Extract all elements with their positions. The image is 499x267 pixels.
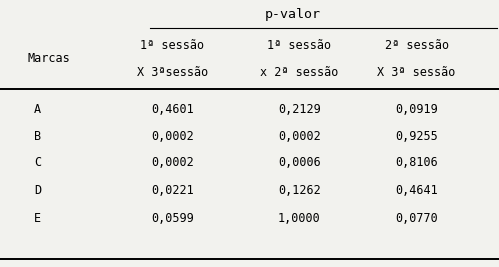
- Text: 0,0002: 0,0002: [278, 130, 321, 143]
- Text: 2ª sessão: 2ª sessão: [385, 39, 449, 52]
- Text: p-valor: p-valor: [265, 8, 321, 21]
- Text: 0,0221: 0,0221: [151, 184, 194, 197]
- Text: E: E: [34, 213, 41, 225]
- Text: Marcas: Marcas: [27, 52, 70, 65]
- Text: 0,0006: 0,0006: [278, 156, 321, 169]
- Text: 0,0002: 0,0002: [151, 156, 194, 169]
- Text: 0,4601: 0,4601: [151, 103, 194, 116]
- Text: 0,0919: 0,0919: [395, 103, 438, 116]
- Text: 0,0599: 0,0599: [151, 213, 194, 225]
- Text: x 2ª sessão: x 2ª sessão: [260, 66, 339, 78]
- Text: D: D: [34, 184, 41, 197]
- Text: 0,1262: 0,1262: [278, 184, 321, 197]
- Text: 0,8106: 0,8106: [395, 156, 438, 169]
- Text: 0,0002: 0,0002: [151, 130, 194, 143]
- Text: X 3ª sessão: X 3ª sessão: [377, 66, 456, 78]
- Text: 1,0000: 1,0000: [278, 213, 321, 225]
- Text: C: C: [34, 156, 41, 169]
- Text: B: B: [34, 130, 41, 143]
- Text: 0,4641: 0,4641: [395, 184, 438, 197]
- Text: 0,9255: 0,9255: [395, 130, 438, 143]
- Text: 1ª sessão: 1ª sessão: [267, 39, 331, 52]
- Text: A: A: [34, 103, 41, 116]
- Text: 0,0770: 0,0770: [395, 213, 438, 225]
- Text: X 3ªsessão: X 3ªsessão: [137, 66, 208, 78]
- Text: 0,2129: 0,2129: [278, 103, 321, 116]
- Text: 1ª sessão: 1ª sessão: [140, 39, 204, 52]
